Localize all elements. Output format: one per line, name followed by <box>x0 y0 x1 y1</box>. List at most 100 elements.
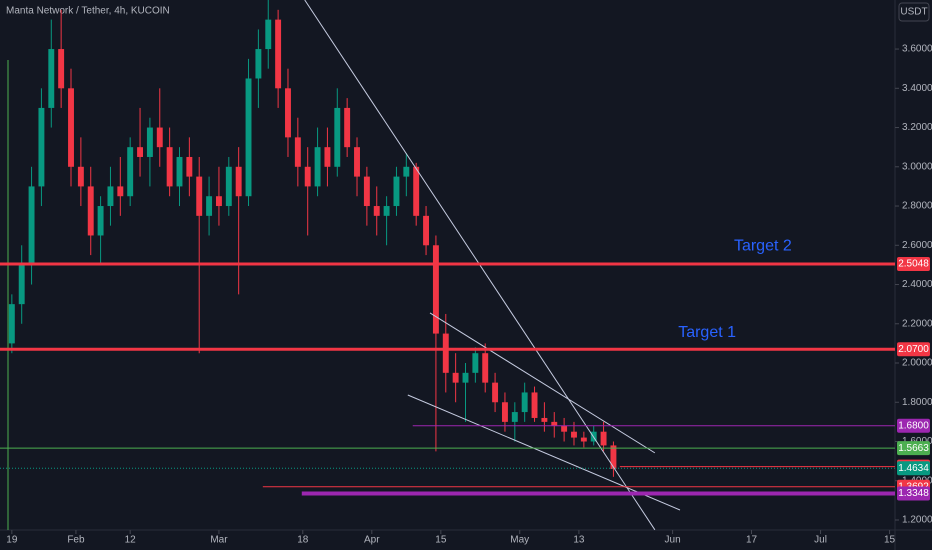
trendline <box>407 394 681 511</box>
y-tick-label: 2.4000 <box>902 279 932 290</box>
candle-body <box>482 353 489 383</box>
candle-body <box>156 127 163 148</box>
candle-body <box>275 19 282 89</box>
candle-body <box>334 107 341 167</box>
candle-body <box>48 49 55 108</box>
candle-body <box>8 304 15 344</box>
x-tick-label: Jun <box>665 535 681 546</box>
candle-body <box>215 196 222 207</box>
x-tick-label: 15 <box>884 535 896 546</box>
candle-body <box>344 107 351 148</box>
candle-body <box>206 196 213 216</box>
y-tick-label: 2.8000 <box>902 201 932 212</box>
candle-body <box>462 372 469 383</box>
candle-body <box>146 127 153 157</box>
price-level-tag <box>897 342 930 357</box>
price-level-label: 1.5663 <box>898 443 929 454</box>
price-level-label: 2.0700 <box>898 344 929 355</box>
x-tick-label: Jul <box>814 535 827 546</box>
candle-body <box>58 49 65 89</box>
x-tick-label: 17 <box>746 535 758 546</box>
candle-body <box>68 88 74 167</box>
candle-body <box>196 176 203 216</box>
candle-body <box>324 147 331 167</box>
candle-body <box>442 333 449 373</box>
candle-body <box>245 78 252 197</box>
annotation: Target 2 <box>734 237 792 254</box>
x-tick-label: May <box>510 535 529 546</box>
x-tick-label: 19 <box>6 535 18 546</box>
candle-body <box>235 166 242 197</box>
candle-body <box>354 147 360 177</box>
trendline <box>429 312 656 454</box>
x-tick-label: 13 <box>573 535 585 546</box>
candle-body <box>265 19 272 50</box>
price-level-tag <box>897 461 930 476</box>
y-tick-label: 1.8000 <box>902 397 932 408</box>
candle-body <box>176 156 183 187</box>
candle-body <box>373 206 380 216</box>
candle-body <box>580 437 587 442</box>
candle-body <box>600 431 607 446</box>
candle-body <box>107 186 114 207</box>
y-tick-label: 2.0000 <box>902 358 932 369</box>
y-tick-label: 2.6000 <box>902 240 932 251</box>
price-level-label: 1.3348 <box>898 488 929 499</box>
candle-body <box>501 402 508 422</box>
x-tick-label: Apr <box>364 535 380 546</box>
y-tick-label: 3.2000 <box>902 122 932 133</box>
candle-body <box>225 166 232 207</box>
candle-body <box>363 176 370 207</box>
y-tick-label: 1.2000 <box>902 515 932 526</box>
price-level-tag <box>897 486 930 501</box>
candle-body <box>403 166 410 177</box>
candle-body <box>255 49 262 79</box>
x-tick-label: Mar <box>210 535 228 546</box>
candle-body <box>127 147 134 197</box>
candle-body <box>28 186 35 265</box>
candle-body <box>610 445 617 469</box>
candle-body <box>432 245 439 334</box>
candle-body <box>97 206 104 236</box>
candle-body <box>18 264 25 305</box>
y-tick-label: 3.4000 <box>902 83 932 94</box>
candle-body <box>492 382 499 403</box>
candle-body <box>551 421 558 426</box>
candle-body <box>561 425 568 432</box>
candle-body <box>285 88 291 138</box>
candle-body <box>571 431 577 438</box>
x-tick-label: 18 <box>297 535 309 546</box>
candle-body <box>38 107 45 187</box>
candle-body <box>294 137 301 167</box>
candle-body <box>452 372 459 383</box>
candle-body <box>304 166 311 187</box>
candle-body <box>423 215 430 246</box>
annotation: Target 1 <box>678 324 736 341</box>
candle-body <box>166 147 173 187</box>
y-tick-label: 3.6000 <box>902 44 932 55</box>
price-level-tag <box>897 256 930 271</box>
x-tick-label: Feb <box>67 535 85 546</box>
candle-body <box>413 166 420 216</box>
candle-body <box>87 186 94 236</box>
candle-body <box>186 156 193 177</box>
candle-body <box>383 206 390 216</box>
price-level-label: 2.5048 <box>898 259 929 270</box>
candle-body <box>511 412 518 422</box>
candle-body <box>541 417 548 422</box>
candle-body <box>137 147 144 157</box>
x-tick-label: 12 <box>125 535 137 546</box>
y-tick-label: 2.2000 <box>902 318 932 329</box>
price-level-label: 1.6800 <box>898 420 929 431</box>
candle-body <box>521 392 528 413</box>
candle-body <box>117 186 124 197</box>
currency[interactable]: USDT <box>900 7 927 18</box>
currency-box[interactable] <box>898 2 930 22</box>
candle-body <box>393 176 400 207</box>
candle-body <box>77 166 84 187</box>
x-tick-label: 15 <box>435 535 447 546</box>
chart-title: Manta Network / Tether, 4h, KUCOIN <box>6 6 170 17</box>
price-level-tag <box>897 418 930 433</box>
